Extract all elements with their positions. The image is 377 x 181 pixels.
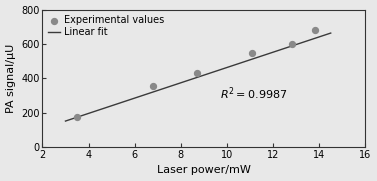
Text: $R^2 = 0.9987$: $R^2 = 0.9987$ — [220, 86, 287, 102]
Experimental values — [194, 72, 200, 75]
Y-axis label: PA signal/μU: PA signal/μU — [6, 44, 15, 113]
Legend: Experimental values, Linear fit: Experimental values, Linear fit — [45, 12, 167, 40]
Experimental values — [249, 52, 255, 55]
Experimental values — [311, 29, 317, 32]
X-axis label: Laser power/mW: Laser power/mW — [157, 165, 251, 175]
Experimental values — [150, 85, 156, 88]
Experimental values — [288, 43, 294, 45]
Experimental values — [74, 116, 80, 119]
